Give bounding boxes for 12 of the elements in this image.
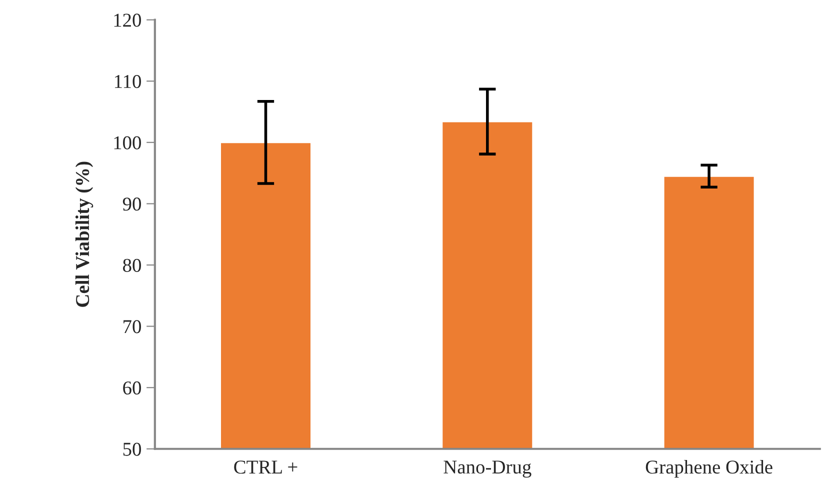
y-tick-label: 50 bbox=[123, 442, 141, 456]
y-tick-label: 120 bbox=[114, 14, 141, 27]
y-tick-label: 70 bbox=[124, 320, 141, 334]
y-tick-label: 60 bbox=[123, 381, 141, 395]
x-tick-label: Nano-Drug bbox=[444, 460, 532, 478]
x-tick-label: Graphene Oxide bbox=[646, 460, 772, 478]
y-tick-label: 100 bbox=[114, 136, 141, 150]
x-tick-label: CTRL + bbox=[234, 460, 298, 474]
y-axis-title: Cell Viability (%) bbox=[75, 162, 94, 307]
y-tick-label: 80 bbox=[123, 258, 141, 272]
y-tick-label: 110 bbox=[114, 74, 141, 88]
y-tick-label: 90 bbox=[122, 198, 141, 211]
